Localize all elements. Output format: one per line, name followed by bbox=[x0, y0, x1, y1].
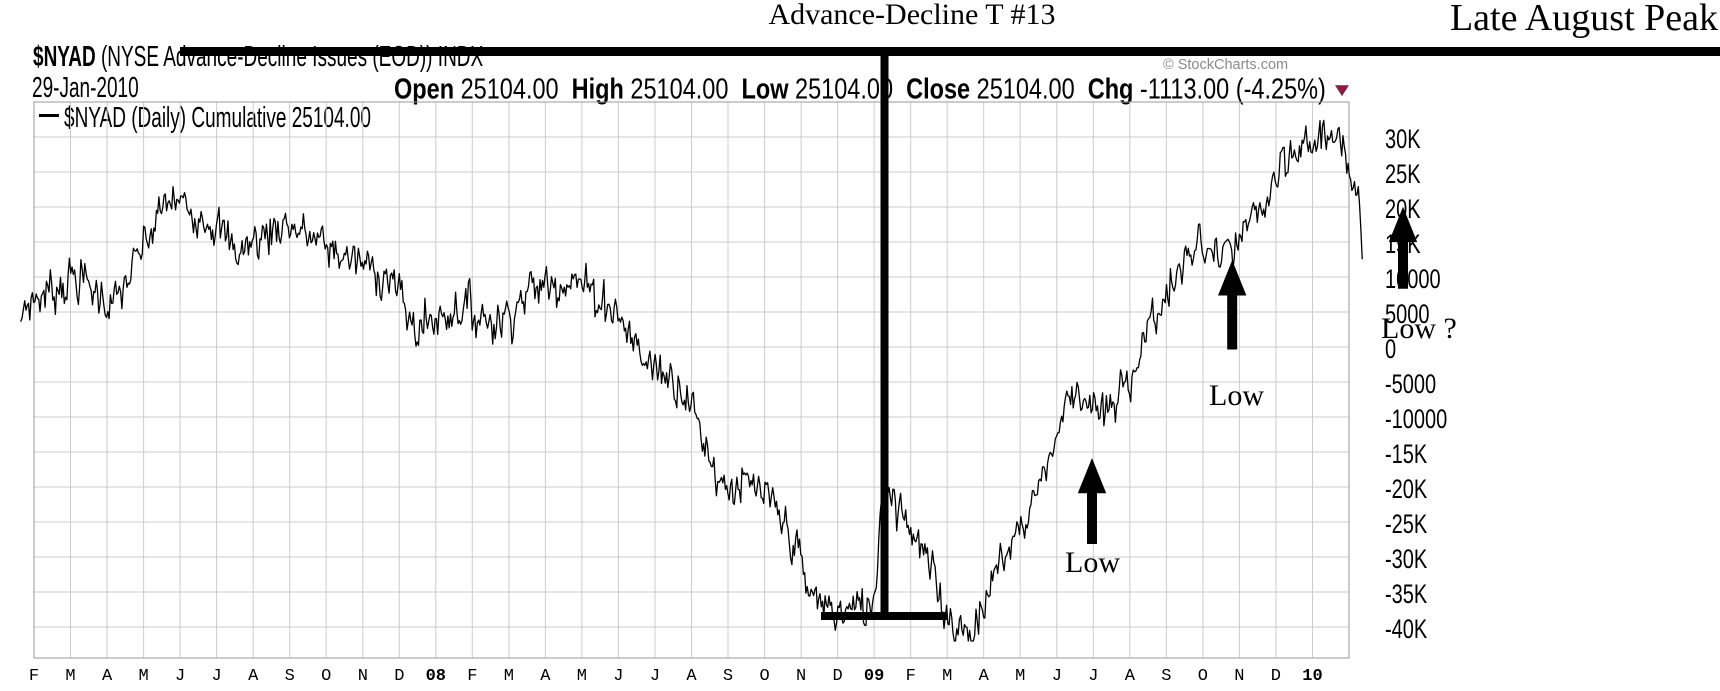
svg-text:D: D bbox=[394, 667, 404, 686]
svg-text:F: F bbox=[467, 667, 477, 686]
svg-text:-35K: -35K bbox=[1385, 579, 1427, 610]
svg-text:S: S bbox=[1161, 667, 1171, 686]
svg-text:O: O bbox=[759, 667, 769, 686]
svg-text:08: 08 bbox=[426, 667, 446, 686]
svg-text:F: F bbox=[906, 667, 916, 686]
svg-text:Low: Low bbox=[1065, 546, 1120, 579]
svg-text:J: J bbox=[1088, 667, 1098, 686]
svg-text:-5000: -5000 bbox=[1385, 369, 1436, 400]
svg-text:A: A bbox=[540, 667, 551, 686]
svg-text:A: A bbox=[686, 667, 697, 686]
svg-text:A: A bbox=[248, 667, 259, 686]
svg-text:D: D bbox=[1271, 667, 1281, 686]
svg-text:-15K: -15K bbox=[1385, 439, 1427, 470]
svg-text:A: A bbox=[102, 667, 113, 686]
svg-text:D: D bbox=[832, 667, 842, 686]
svg-text:J: J bbox=[211, 667, 221, 686]
svg-text:N: N bbox=[796, 667, 806, 686]
svg-text:25K: 25K bbox=[1385, 159, 1421, 190]
svg-text:30K: 30K bbox=[1385, 124, 1421, 155]
svg-text:J: J bbox=[175, 667, 185, 686]
svg-text:N: N bbox=[1234, 667, 1244, 686]
svg-text:A: A bbox=[1125, 667, 1136, 686]
svg-text:M: M bbox=[504, 667, 514, 686]
svg-text:M: M bbox=[65, 667, 75, 686]
svg-text:N: N bbox=[358, 667, 368, 686]
svg-text:-25K: -25K bbox=[1385, 509, 1427, 540]
svg-text:M: M bbox=[138, 667, 148, 686]
svg-text:M: M bbox=[1015, 667, 1025, 686]
svg-text:J: J bbox=[1052, 667, 1062, 686]
svg-text:A: A bbox=[979, 667, 990, 686]
svg-text:O: O bbox=[321, 667, 331, 686]
svg-text:S: S bbox=[285, 667, 295, 686]
svg-text:J: J bbox=[613, 667, 623, 686]
svg-text:-10000: -10000 bbox=[1385, 404, 1447, 435]
svg-text:S: S bbox=[723, 667, 733, 686]
svg-text:-30K: -30K bbox=[1385, 544, 1427, 575]
svg-text:Low: Low bbox=[1209, 379, 1264, 412]
svg-text:Low ?: Low ? bbox=[1381, 312, 1457, 345]
svg-text:M: M bbox=[577, 667, 587, 686]
svg-text:M: M bbox=[942, 667, 952, 686]
svg-text:O: O bbox=[1198, 667, 1208, 686]
svg-text:F: F bbox=[29, 667, 39, 686]
svg-text:-20K: -20K bbox=[1385, 474, 1427, 505]
svg-text:10000: 10000 bbox=[1385, 264, 1441, 295]
svg-text:J: J bbox=[650, 667, 660, 686]
svg-text:-40K: -40K bbox=[1385, 614, 1427, 645]
svg-text:10: 10 bbox=[1302, 667, 1322, 686]
svg-text:09: 09 bbox=[864, 667, 884, 686]
